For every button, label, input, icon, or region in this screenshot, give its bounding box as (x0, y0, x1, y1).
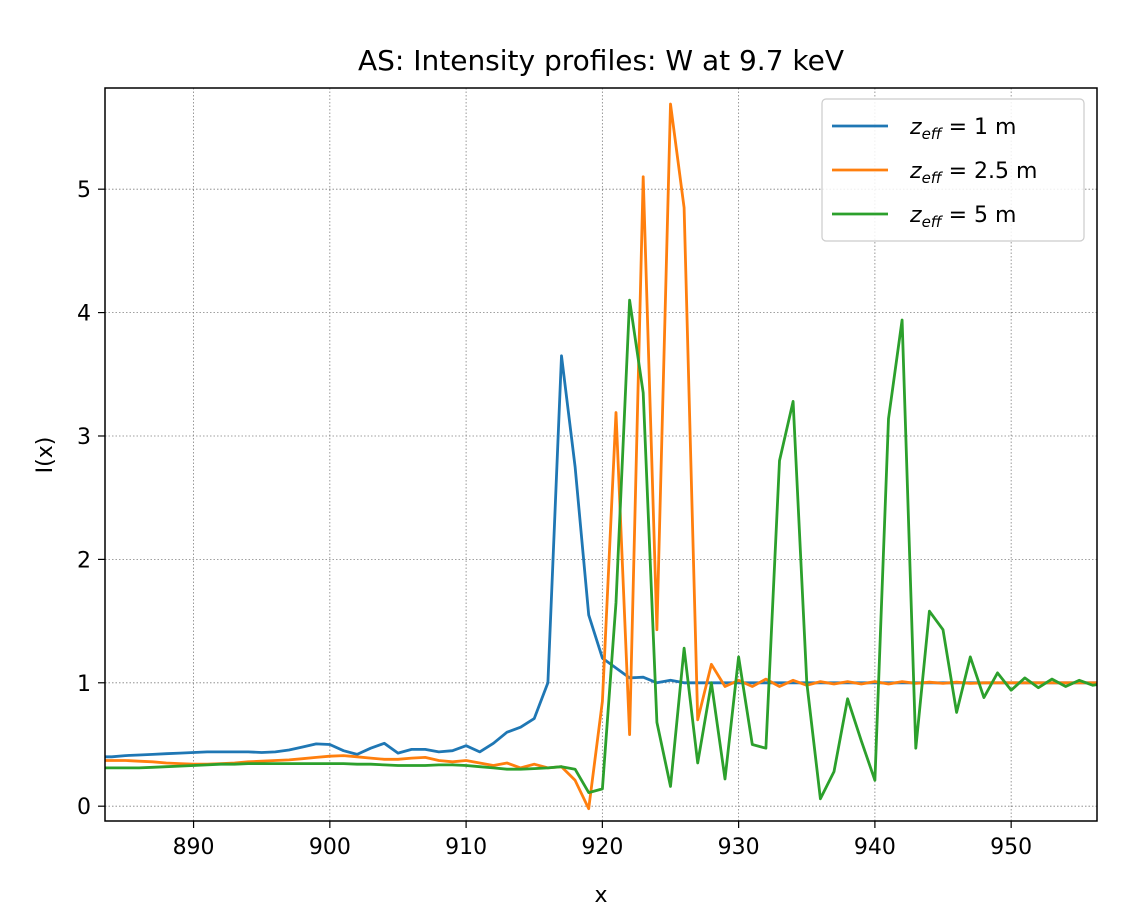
legend-entry: zeff = 5 m (909, 203, 1016, 231)
y-tick-label: 2 (77, 548, 91, 573)
y-tick-label: 0 (77, 795, 91, 820)
chart-title: AS: Intensity profiles: W at 9.7 keV (358, 44, 844, 77)
series-lines (105, 102, 1097, 811)
series-line (105, 102, 1097, 811)
legend-entry: zeff = 1 m (909, 115, 1016, 143)
plot-frame (104, 87, 1098, 822)
x-tick-label: 910 (445, 835, 487, 860)
legend: zeff = 1 m zeff = 2.5 m zeff = 5 m (821, 98, 1085, 242)
y-tick-label: 4 (77, 302, 91, 327)
x-tick-label: 920 (581, 835, 623, 860)
x-axis-label: x (594, 883, 607, 908)
x-tick-label: 930 (718, 835, 760, 860)
legend-box (821, 98, 1085, 242)
y-axis-label: I(x) (33, 437, 58, 474)
x-tick-label: 950 (990, 835, 1032, 860)
y-tick-label: 5 (77, 178, 91, 203)
legend-entry: zeff = 2.5 m (909, 159, 1037, 187)
x-tick-label: 900 (309, 835, 351, 860)
axis-ticks: 890 900 910 920 930 940 950 0 1 2 3 4 5 (77, 178, 1032, 860)
series-line (105, 298, 1097, 801)
x-tick-label: 890 (173, 835, 215, 860)
x-tick-label: 940 (854, 835, 896, 860)
y-tick-label: 1 (77, 672, 91, 697)
y-tick-label: 3 (77, 425, 91, 450)
